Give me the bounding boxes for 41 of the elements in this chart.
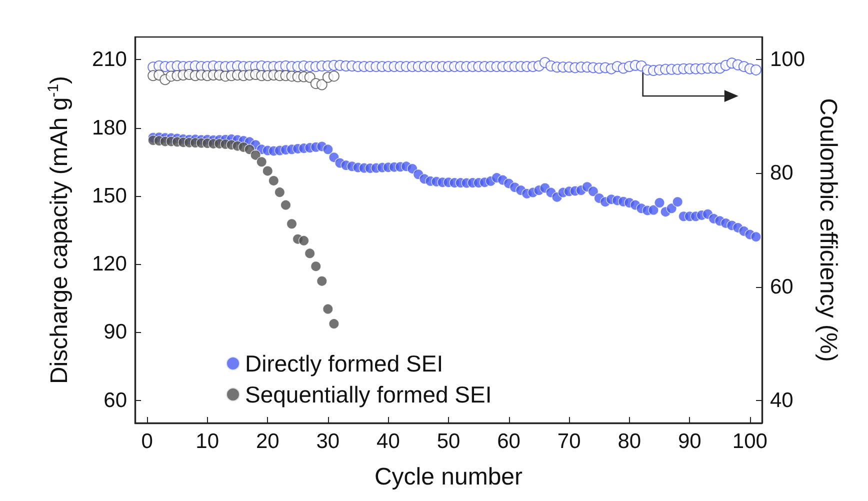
y-tick-label: 120 — [92, 252, 127, 276]
y2-tick-label: 80 — [770, 162, 794, 185]
point — [298, 235, 310, 246]
y-tick-label: 60 — [104, 388, 127, 412]
x-tick-label: 50 — [436, 430, 460, 453]
y-tick-label: 180 — [92, 116, 127, 140]
y-tick-label: 90 — [104, 320, 127, 344]
point — [304, 248, 316, 259]
point — [250, 150, 261, 160]
x-tick-label: 10 — [196, 430, 220, 453]
x-tick-label: 20 — [256, 430, 280, 453]
point — [316, 79, 328, 90]
x-tick-label: 100 — [732, 430, 768, 453]
point — [286, 218, 298, 230]
point — [328, 318, 340, 330]
point — [322, 304, 334, 314]
y2-tick-label: 60 — [770, 275, 794, 298]
y-tick-label: 210 — [92, 48, 127, 72]
point — [328, 70, 340, 82]
x-tick-label: 60 — [497, 430, 520, 453]
x-tick-label: 30 — [316, 430, 340, 453]
point — [316, 276, 328, 286]
y-axis-title: Discharge capacity (mAh g-1) — [45, 76, 73, 384]
legend-label: Sequentially formed SEI — [245, 382, 492, 408]
legend-label: Directly formed SEI — [245, 350, 444, 376]
y-tick-label: 150 — [92, 184, 127, 208]
y2-tick-label: 40 — [770, 388, 794, 412]
point — [268, 175, 279, 186]
point — [256, 156, 267, 168]
y2-tick-label: 100 — [770, 48, 806, 72]
x-axis-title: Cycle number — [374, 464, 523, 490]
point — [274, 187, 285, 198]
x-tick-label: 70 — [557, 430, 581, 453]
x-tick-label: 80 — [618, 430, 642, 453]
point — [310, 261, 322, 272]
y2-axis-title: Coulombic efficiency (%) — [814, 98, 842, 362]
x-tick-label: 90 — [678, 430, 702, 453]
point — [280, 200, 292, 210]
point — [262, 166, 273, 176]
x-tick-label: 0 — [141, 430, 153, 453]
x-tick-label: 40 — [376, 430, 400, 453]
